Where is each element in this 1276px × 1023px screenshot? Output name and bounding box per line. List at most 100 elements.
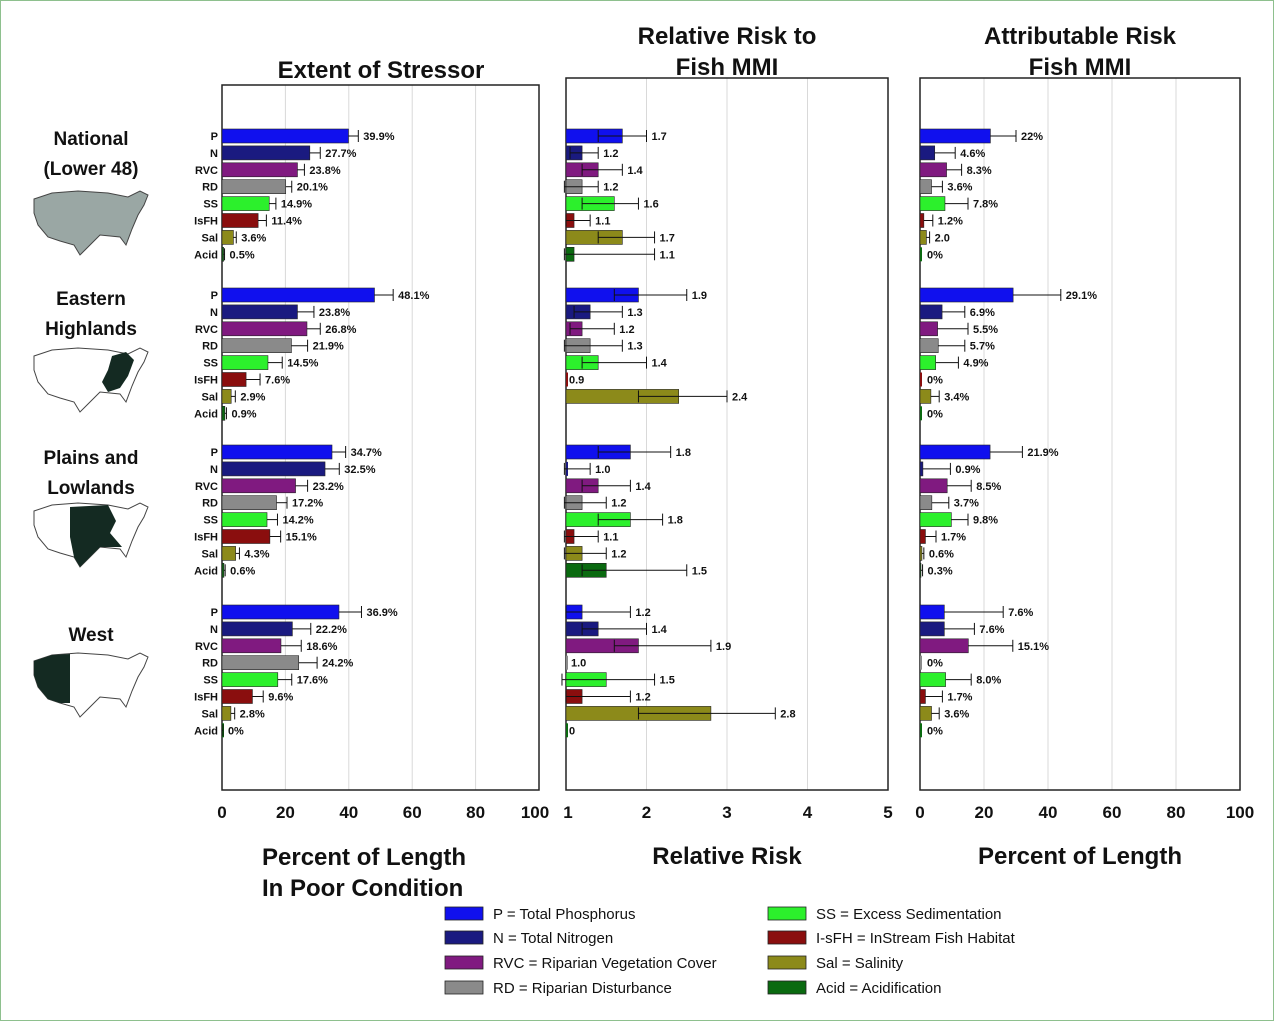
legend-swatch: [767, 955, 807, 970]
category-label: SS: [203, 675, 218, 687]
data-label: 6.9%: [970, 307, 995, 319]
category-label: RVC: [195, 324, 218, 336]
bar: [919, 196, 946, 211]
data-label: 26.8%: [325, 324, 356, 336]
data-label: 1.1: [595, 216, 610, 228]
category-label: RD: [202, 658, 218, 670]
bar: [221, 162, 298, 178]
data-label: 1.5: [660, 675, 675, 687]
category-label: Sal: [201, 391, 218, 403]
x-tick-label: 3: [722, 803, 731, 822]
plot-area: [919, 77, 1241, 791]
bar: [221, 461, 326, 477]
data-label: 2.8%: [240, 708, 265, 720]
bar: [221, 355, 269, 370]
data-label: 1.1: [660, 249, 675, 261]
data-label: 0%: [927, 725, 943, 737]
data-label: 22.2%: [316, 624, 347, 636]
category-label: RVC: [195, 641, 218, 653]
bar: [919, 478, 948, 494]
category-label: Sal: [201, 548, 218, 560]
bar: [919, 512, 952, 527]
bar: [919, 230, 927, 245]
bar: [919, 604, 945, 620]
panel-title: Attributable Risk: [984, 23, 1177, 50]
bar: [221, 672, 279, 687]
bar: [919, 321, 938, 337]
data-label: 7.6%: [1008, 607, 1033, 619]
bar: [919, 495, 933, 511]
x-tick-label: 1: [563, 803, 572, 822]
data-label: 7.8%: [973, 199, 998, 211]
category-label: P: [211, 607, 218, 619]
data-label: 9.6%: [268, 692, 293, 704]
bar: [221, 621, 293, 637]
data-label: 7.6%: [265, 375, 290, 387]
data-label: 1.7: [660, 232, 675, 244]
bar: [221, 478, 296, 494]
data-label: 8.3%: [967, 165, 992, 177]
category-label: Acid: [194, 725, 218, 737]
bar: [919, 213, 925, 228]
x-tick-label: 60: [403, 803, 422, 822]
data-label: 3.6%: [944, 708, 969, 720]
x-tick-label: 0: [915, 803, 924, 822]
data-label: 0%: [927, 408, 943, 420]
data-label: 1.8: [676, 447, 691, 459]
data-label: 23.8%: [319, 307, 350, 319]
x-axis-label: In Poor Condition: [262, 875, 463, 902]
bar: [919, 689, 926, 704]
bar: [221, 512, 268, 527]
category-label: IsFH: [194, 532, 218, 544]
region-label: (Lower 48): [43, 159, 138, 180]
bar: [221, 562, 225, 578]
bar: [919, 444, 991, 460]
data-label: 1.4: [652, 624, 668, 636]
data-label: 7.6%: [979, 624, 1004, 636]
category-label: N: [210, 307, 218, 319]
bar: [221, 655, 300, 671]
legend-label: SS = Excess Sedimentation: [816, 906, 1002, 923]
data-label: 15.1%: [1018, 641, 1049, 653]
data-label: 4.9%: [963, 358, 988, 370]
plot-area: [221, 84, 540, 791]
bar: [221, 304, 298, 320]
bar: [221, 179, 287, 194]
legend-label: RD = Riparian Disturbance: [493, 980, 672, 997]
data-label: 23.8%: [309, 165, 340, 177]
bar: [221, 529, 271, 544]
bar: [221, 689, 253, 704]
category-label: IsFH: [194, 216, 218, 228]
bar: [221, 145, 311, 161]
category-label: N: [210, 148, 218, 160]
bar: [919, 162, 947, 178]
x-tick-label: 100: [521, 803, 549, 822]
category-label: Sal: [201, 708, 218, 720]
bar: [221, 128, 349, 144]
data-label: 5.5%: [973, 324, 998, 336]
region-highlight: [102, 352, 134, 392]
bar: [919, 672, 946, 687]
legend-label: RVC = Riparian Vegetation Cover: [493, 955, 717, 972]
data-label: 2.8: [780, 708, 795, 720]
category-label: Sal: [201, 232, 218, 244]
legend-swatch: [444, 955, 484, 970]
data-label: 15.1%: [286, 532, 317, 544]
category-label: IsFH: [194, 375, 218, 387]
data-label: 1.7: [652, 131, 667, 143]
data-label: 1.5: [692, 565, 707, 577]
bar: [919, 461, 924, 477]
bar: [919, 638, 969, 654]
data-label: 0.5%: [230, 249, 255, 261]
data-label: 2.0: [935, 232, 950, 244]
bar: [221, 372, 247, 387]
category-label: SS: [203, 358, 218, 370]
data-label: 17.2%: [292, 498, 323, 510]
x-tick-label: 2: [642, 803, 651, 822]
data-label: 0.6%: [230, 565, 255, 577]
bar: [221, 213, 259, 228]
bar: [221, 389, 232, 404]
bar: [919, 145, 936, 161]
bar: [221, 338, 292, 354]
